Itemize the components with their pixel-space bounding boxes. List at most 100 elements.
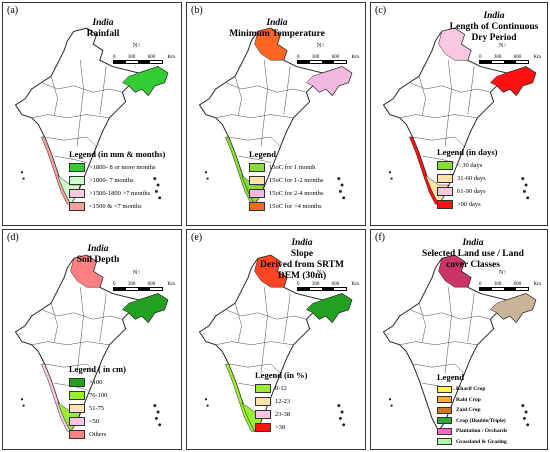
island-mark [153, 404, 157, 408]
legend-swatch [437, 174, 453, 183]
scale-tick-label: 600 [147, 282, 156, 287]
legend-swatch [437, 161, 453, 170]
map-region-west [41, 136, 71, 205]
legend-item: 31-60 days [437, 172, 497, 185]
scale-unit: Km [351, 55, 359, 60]
map-title: India Length of Continuous Dry Period [439, 11, 547, 44]
map-title-line: Rainfall [86, 29, 120, 39]
legend-title: Legend [437, 372, 464, 382]
map-title-line: Selected Land use / Land [422, 249, 524, 259]
legend-label: 15oC for >4 months [269, 203, 322, 210]
india-map [382, 254, 537, 433]
panel-label: (a) [7, 5, 19, 16]
legend-label: Plantation / Orchards [456, 428, 508, 435]
scale-tick-label: 600 [513, 55, 522, 60]
island-mark [521, 177, 525, 181]
scale-tick-label: 600 [331, 55, 340, 60]
india-map [198, 27, 353, 206]
map-region-north [254, 254, 288, 288]
scale-bar: 0 300 600 Km [113, 282, 175, 291]
legend-item: < 30 days [437, 159, 497, 172]
legend-item: <50 [69, 415, 126, 428]
legend-title: Legend (in days) [437, 147, 498, 157]
legend-label: 15oC for 1-2 months [269, 177, 324, 184]
scale-bar: 0 300 600 Km [113, 55, 175, 64]
scale-tick-label: 0 [479, 55, 482, 60]
map-panel-e: (e) India Slope Derived from SRTM DEM (30m) N… [186, 229, 366, 450]
legend-label: >1800- 8 or more months [89, 164, 156, 171]
legend-label: 31-60 days [457, 175, 486, 182]
legend-swatch [69, 430, 85, 439]
scale-tick-label: 300 [311, 282, 320, 287]
legend-swatch [255, 397, 271, 406]
legend-item: Crop (Double/Triple) [437, 416, 516, 427]
map-region-west [409, 136, 439, 205]
legend-title: Legend ( in cm) [69, 364, 126, 374]
map-region-east [121, 293, 169, 323]
legend-label: >1800- 7 months [89, 177, 134, 184]
map-region-west [41, 363, 71, 432]
legend-title: Legend (in mm & months) [69, 149, 166, 159]
map-country: India [462, 238, 484, 248]
legend-swatch [69, 404, 85, 413]
legend-swatch [249, 189, 265, 198]
island-mark [158, 423, 162, 427]
india-map [382, 27, 537, 206]
map-title-line: Slope [290, 249, 314, 259]
legend-item: Rabi Crop [437, 395, 516, 406]
map-title-line: cover Classes [446, 260, 500, 270]
legend-item: Kharif Crop [437, 384, 516, 395]
scale-tick-label: 0 [297, 55, 300, 60]
legend-swatch [437, 187, 453, 196]
india-outline [382, 254, 537, 433]
island-mark [338, 416, 342, 420]
scale-tick-label: 0 [297, 282, 300, 287]
legend-swatch [437, 200, 453, 209]
legend-item: >90 days [437, 198, 497, 211]
legend-item: Plantation / Orchards [437, 426, 516, 437]
legend-swatch [437, 417, 452, 425]
map-region-east [489, 293, 537, 323]
legend-label: 15oC for 2-4 months [269, 190, 324, 197]
island-mark [154, 416, 158, 420]
scale-unit: Km [351, 282, 359, 287]
map-region-east [121, 66, 169, 96]
panel-label: (e) [191, 232, 203, 243]
legend-item: 15oC for 1-2 months [249, 174, 323, 187]
legend-item: <1500 & <7 months [69, 200, 165, 213]
map-panel-a: (a) India Rainfall N↑ 0 300 600 Km Legend (in mm… [2, 2, 182, 226]
map-title-line: Minimum Temperature [229, 29, 325, 39]
legend-label: >90 days [457, 201, 481, 208]
legend-swatch [437, 448, 452, 449]
scale-tick-label: 300 [127, 55, 136, 60]
scale-tick-label: 600 [513, 282, 522, 287]
map-title-line: Derived from SRTM [260, 260, 344, 270]
legend-title: Legend (in %) [255, 370, 308, 380]
scale-tick-label: 300 [493, 282, 502, 287]
legend-swatch [437, 438, 452, 446]
island-mark [154, 189, 158, 193]
legend-swatch [249, 176, 265, 185]
map-title: India Slope Derived from SRTM DEM (30m) [257, 238, 347, 282]
map-title-line: Length of Continuous [449, 22, 539, 32]
map-title: India Minimum Temperature [217, 18, 337, 40]
legend-label: 23-38 [275, 411, 291, 418]
legend-swatch [249, 202, 265, 211]
scale-unit: Km [533, 55, 541, 60]
map-panel-c: (c) India Length of Continuous Dry Period N↑… [370, 2, 548, 226]
legend-item: 23-38 [255, 408, 307, 421]
legend-label: >100 [89, 379, 103, 386]
island-mark [158, 196, 162, 200]
scale-bar: 0 300 600 Km [479, 55, 541, 64]
map-title: India Rainfall [63, 18, 143, 40]
legend-swatch [69, 378, 85, 387]
scale-tick-label: 300 [311, 55, 320, 60]
legend-item: Others [69, 428, 126, 441]
scale-tick-label: 0 [479, 282, 482, 287]
map-legend: Legend (in days) < 30 days 31-60 days 61-90… [437, 147, 497, 211]
legend-swatch [69, 391, 85, 400]
legend-item: 76-100 [69, 389, 126, 402]
scale-tick-label: 0 [113, 55, 116, 60]
legend-swatch [69, 176, 85, 185]
legend-swatch [249, 163, 265, 172]
